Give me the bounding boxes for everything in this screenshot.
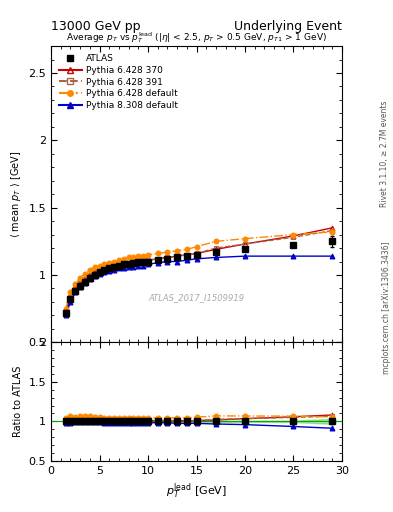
Legend: ATLAS, Pythia 6.428 370, Pythia 6.428 391, Pythia 6.428 default, Pythia 8.308 de: ATLAS, Pythia 6.428 370, Pythia 6.428 39…: [55, 51, 182, 114]
X-axis label: $p_T^{\rm lead}$ [GeV]: $p_T^{\rm lead}$ [GeV]: [166, 481, 227, 501]
Text: mcplots.cern.ch [arXiv:1306.3436]: mcplots.cern.ch [arXiv:1306.3436]: [382, 241, 391, 374]
Text: Rivet 3.1.10, ≥ 2.7M events: Rivet 3.1.10, ≥ 2.7M events: [380, 100, 389, 207]
Y-axis label: Ratio to ATLAS: Ratio to ATLAS: [13, 366, 23, 437]
Text: Underlying Event: Underlying Event: [234, 20, 342, 33]
Title: Average $p_T$ vs $p_T^{\rm lead}$ ($|\eta|$ < 2.5, $p_T$ > 0.5 GeV, $p_{T1}$ > 1: Average $p_T$ vs $p_T^{\rm lead}$ ($|\et…: [66, 30, 327, 45]
Text: ATLAS_2017_I1509919: ATLAS_2017_I1509919: [149, 293, 244, 303]
Text: 13000 GeV pp: 13000 GeV pp: [51, 20, 141, 33]
Y-axis label: $\langle$ mean $p_T$ $\rangle$ [GeV]: $\langle$ mean $p_T$ $\rangle$ [GeV]: [9, 151, 23, 238]
